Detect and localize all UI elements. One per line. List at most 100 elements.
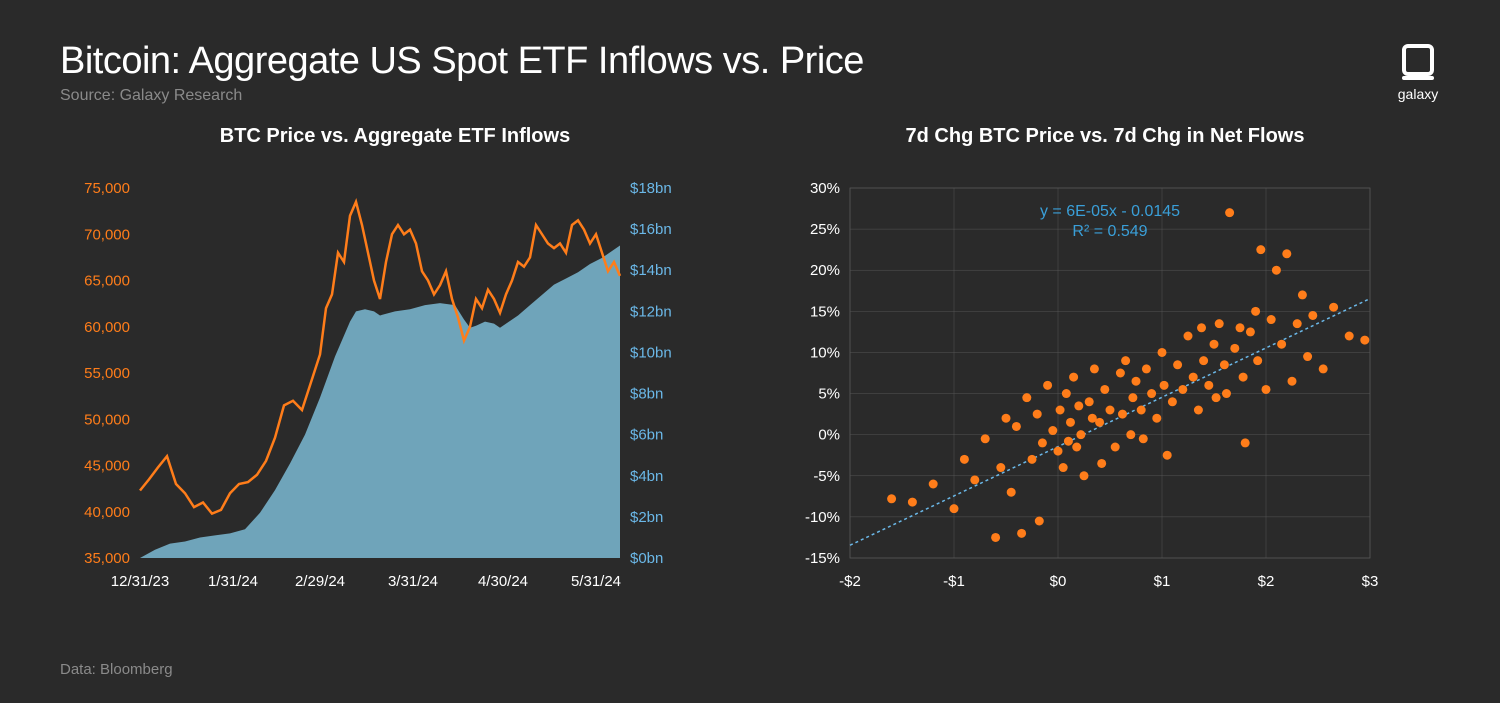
- y-left-tick-label: 75,000: [84, 180, 130, 197]
- scatter-dot: [996, 463, 1005, 472]
- left-chart-svg: 35,00040,00045,00050,00055,00060,00065,0…: [60, 158, 700, 618]
- scatter-dot: [1251, 307, 1260, 316]
- y-tick-label: 10%: [810, 344, 840, 361]
- y-right-tick-label: $10bn: [630, 344, 672, 361]
- x-tick-label: $0: [1050, 573, 1067, 590]
- y-right-tick-label: $8bn: [630, 386, 663, 403]
- scatter-dot: [1303, 352, 1312, 361]
- left-chart-body: 35,00040,00045,00050,00055,00060,00065,0…: [60, 158, 730, 623]
- scatter-dot: [1007, 488, 1016, 497]
- scatter-dot: [1239, 373, 1248, 382]
- y-tick-label: 15%: [810, 303, 840, 320]
- regression-r2: R² = 0.549: [1072, 223, 1147, 240]
- scatter-dot: [1142, 364, 1151, 373]
- scatter-dot: [960, 455, 969, 464]
- scatter-dot: [1267, 315, 1276, 324]
- x-tick-label: -$1: [943, 573, 965, 590]
- y-right-tick-label: $6bn: [630, 427, 663, 444]
- x-tick-label: 1/31/24: [208, 573, 258, 590]
- scatter-dot: [1236, 323, 1245, 332]
- x-tick-label: 2/29/24: [295, 573, 345, 590]
- scatter-dot: [1246, 327, 1255, 336]
- y-right-tick-label: $18bn: [630, 180, 672, 197]
- footer-source: Data: Bloomberg: [60, 661, 173, 678]
- scatter-dot: [1168, 397, 1177, 406]
- y-tick-label: 0%: [818, 427, 840, 444]
- scatter-dot: [1054, 447, 1063, 456]
- galaxy-logo: galaxy: [1396, 40, 1440, 102]
- scatter-dot: [1253, 356, 1262, 365]
- scatter-dot: [1173, 360, 1182, 369]
- right-chart-svg: y = 6E-05x - 0.0145R² = 0.549-15%-10%-5%…: [770, 158, 1410, 618]
- page-subtitle: Source: Galaxy Research: [60, 87, 864, 105]
- y-tick-label: 5%: [818, 386, 840, 403]
- page-title: Bitcoin: Aggregate US Spot ETF Inflows v…: [60, 40, 864, 83]
- scatter-dot: [1064, 437, 1073, 446]
- scatter-dot: [1012, 422, 1021, 431]
- regression-line: [850, 299, 1370, 546]
- scatter-dot: [1069, 373, 1078, 382]
- galaxy-logo-icon: [1396, 40, 1440, 84]
- y-right-tick-label: $2bn: [630, 509, 663, 526]
- scatter-dot: [1204, 381, 1213, 390]
- scatter-dot: [1022, 393, 1031, 402]
- scatter-dot: [1072, 443, 1081, 452]
- scatter-dot: [887, 494, 896, 503]
- scatter-dot: [1329, 303, 1338, 312]
- x-tick-label: $2: [1258, 573, 1275, 590]
- scatter-dot: [1345, 332, 1354, 341]
- scatter-dot: [1298, 290, 1307, 299]
- scatter-dot: [1076, 430, 1085, 439]
- scatter-dot: [1152, 414, 1161, 423]
- scatter-dot: [1308, 311, 1317, 320]
- scatter-dot: [1293, 319, 1302, 328]
- scatter-dot: [1163, 451, 1172, 460]
- y-left-tick-label: 70,000: [84, 226, 130, 243]
- scatter-dot: [1272, 266, 1281, 275]
- scatter-dot: [1241, 438, 1250, 447]
- y-tick-label: -15%: [805, 550, 840, 567]
- scatter-dot: [1132, 377, 1141, 386]
- scatter-dot: [991, 533, 1000, 542]
- y-right-tick-label: $0bn: [630, 550, 663, 567]
- scatter-dot: [1017, 529, 1026, 538]
- x-tick-label: $3: [1362, 573, 1379, 590]
- x-tick-label: 5/31/24: [571, 573, 621, 590]
- scatter-dot: [1066, 418, 1075, 427]
- scatter-dot: [1212, 393, 1221, 402]
- right-chart-title: 7d Chg BTC Price vs. 7d Chg in Net Flows: [770, 125, 1440, 148]
- y-left-tick-label: 50,000: [84, 411, 130, 428]
- y-right-tick-label: $4bn: [630, 468, 663, 485]
- scatter-dot: [1118, 410, 1127, 419]
- y-left-tick-label: 55,000: [84, 365, 130, 382]
- scatter-dot: [1043, 381, 1052, 390]
- scatter-dot: [1056, 406, 1065, 415]
- scatter-dot: [908, 498, 917, 507]
- scatter-dot: [1100, 385, 1109, 394]
- scatter-dot: [1128, 393, 1137, 402]
- plot-border: [850, 188, 1370, 558]
- scatter-dot: [1126, 430, 1135, 439]
- scatter-dot: [1002, 414, 1011, 423]
- y-right-tick-label: $16bn: [630, 221, 672, 238]
- left-chart-panel: BTC Price vs. Aggregate ETF Inflows 35,0…: [60, 125, 730, 623]
- scatter-dot: [1360, 336, 1369, 345]
- left-chart-title: BTC Price vs. Aggregate ETF Inflows: [60, 125, 730, 148]
- title-block: Bitcoin: Aggregate US Spot ETF Inflows v…: [60, 40, 864, 105]
- scatter-dot: [1222, 389, 1231, 398]
- scatter-dot: [1095, 418, 1104, 427]
- scatter-dot: [1197, 323, 1206, 332]
- scatter-dot: [1028, 455, 1037, 464]
- scatter-dot: [1033, 410, 1042, 419]
- scatter-dot: [1074, 401, 1083, 410]
- scatter-dot: [1288, 377, 1297, 386]
- galaxy-logo-text: galaxy: [1396, 86, 1440, 102]
- x-tick-label: -$2: [839, 573, 861, 590]
- y-left-tick-label: 45,000: [84, 458, 130, 475]
- scatter-dot: [929, 480, 938, 489]
- scatter-dot: [1262, 385, 1271, 394]
- scatter-dot: [1220, 360, 1229, 369]
- y-tick-label: -10%: [805, 509, 840, 526]
- regression-equation: y = 6E-05x - 0.0145: [1040, 203, 1180, 220]
- scatter-dot: [1158, 348, 1167, 357]
